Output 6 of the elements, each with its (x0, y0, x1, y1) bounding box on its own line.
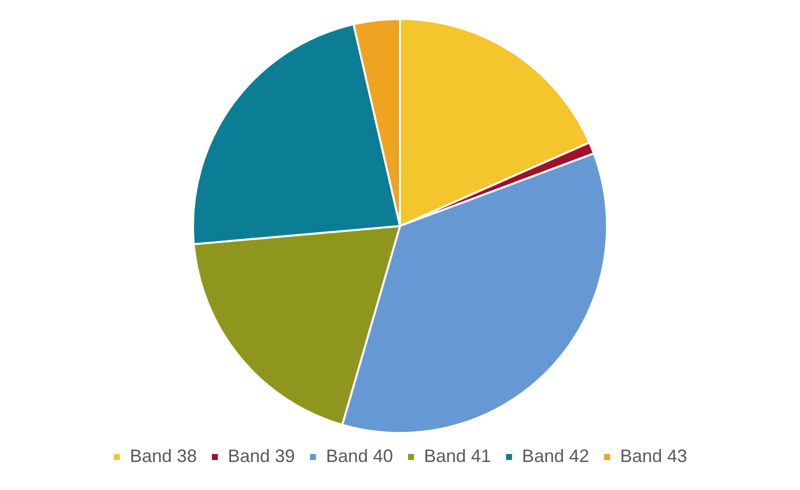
legend-label: Band 39 (228, 446, 295, 466)
legend-label: Band 42 (522, 446, 590, 466)
legend-label: Band 43 (620, 446, 688, 466)
legend-label: Band 40 (326, 446, 393, 466)
legend-label: Band 41 (424, 446, 492, 466)
legend-label: Band 38 (130, 446, 197, 466)
